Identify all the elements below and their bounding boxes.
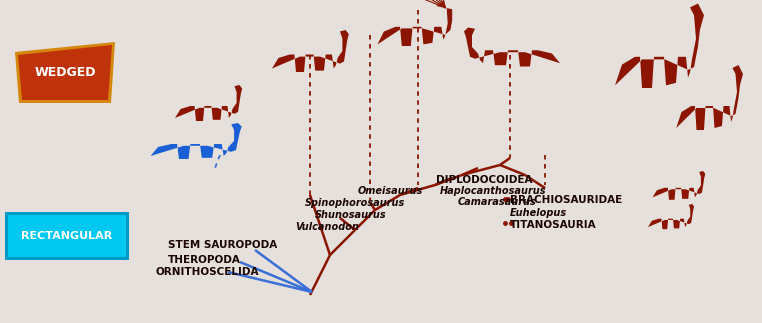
Text: ORNITHOSCELIDA: ORNITHOSCELIDA [155,267,258,277]
Polygon shape [648,204,694,229]
Bar [5,212,129,260]
Text: WEDGED: WEDGED [34,66,96,78]
Polygon shape [272,30,349,72]
Text: TITANOSAURIA: TITANOSAURIA [510,220,597,230]
Text: RECTANGULAR: RECTANGULAR [21,231,113,241]
Text: Omeisaurus: Omeisaurus [358,186,423,196]
Polygon shape [15,42,115,103]
Text: Euhelopus: Euhelopus [510,208,567,218]
Text: Vulcanodon: Vulcanodon [295,222,359,232]
Text: Shunosaurus: Shunosaurus [315,210,386,220]
Text: STEM SAUROPODA: STEM SAUROPODA [168,240,277,250]
Polygon shape [175,85,242,121]
Polygon shape [676,65,743,130]
Polygon shape [615,4,704,88]
Text: Camarasaurus: Camarasaurus [458,197,536,207]
Text: THEROPODA: THEROPODA [168,255,241,265]
Polygon shape [464,27,560,67]
Text: BRACHIOSAURIDAE: BRACHIOSAURIDAE [510,195,623,205]
Text: Haplocanthosaurus: Haplocanthosaurus [440,186,546,196]
Text: Spinophorosaurus: Spinophorosaurus [305,198,405,208]
Polygon shape [18,45,112,100]
Polygon shape [377,0,452,46]
Text: DIPLODOCOIDEA: DIPLODOCOIDEA [436,175,533,185]
Polygon shape [652,171,706,200]
Bar [8,215,126,257]
Polygon shape [151,123,242,159]
